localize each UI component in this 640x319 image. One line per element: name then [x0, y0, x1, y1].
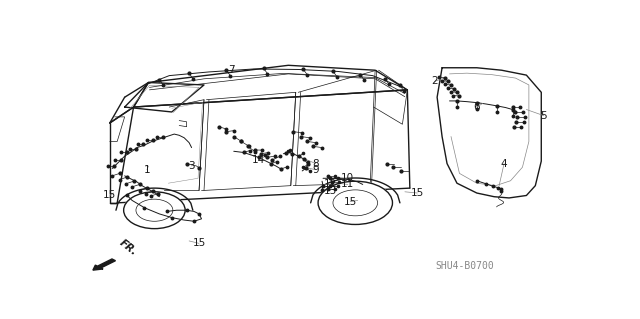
- Ellipse shape: [318, 181, 392, 225]
- Text: 5: 5: [540, 111, 547, 121]
- Text: 12: 12: [324, 179, 337, 189]
- Text: 9: 9: [312, 165, 319, 175]
- Text: 4: 4: [500, 159, 508, 168]
- Text: 6: 6: [474, 102, 480, 112]
- Text: 7: 7: [228, 65, 235, 75]
- Text: 1: 1: [143, 165, 150, 175]
- Text: SHU4-B0700: SHU4-B0700: [435, 261, 494, 271]
- Ellipse shape: [124, 192, 185, 229]
- Text: FR.: FR.: [117, 238, 139, 257]
- Text: 8: 8: [312, 159, 319, 168]
- Text: 15: 15: [411, 188, 424, 198]
- Text: 2: 2: [431, 76, 438, 86]
- Text: 11: 11: [341, 179, 355, 189]
- Text: 15: 15: [193, 238, 205, 249]
- Text: 3: 3: [188, 161, 195, 171]
- Text: 10: 10: [341, 173, 355, 183]
- Text: 13: 13: [324, 186, 337, 196]
- Text: 15: 15: [103, 190, 116, 200]
- FancyArrow shape: [93, 259, 115, 270]
- Text: 15: 15: [344, 197, 357, 207]
- Text: 14: 14: [252, 155, 265, 165]
